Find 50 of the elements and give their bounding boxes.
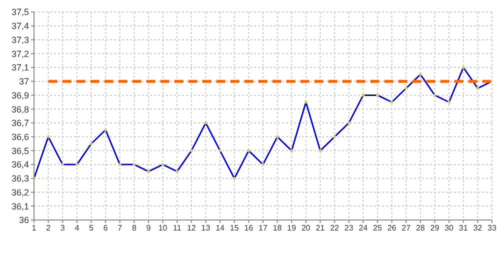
x-tick-label: 9 xyxy=(146,224,152,233)
x-tick-label: 6 xyxy=(103,224,108,233)
x-tick-label: 12 xyxy=(186,224,196,233)
x-tick-label: 15 xyxy=(230,224,240,233)
x-tick-label: 20 xyxy=(301,224,311,233)
x-tick-label: 32 xyxy=(473,224,483,233)
y-tick-label: 36,9 xyxy=(11,90,29,100)
x-tick-label: 28 xyxy=(416,224,426,233)
x-tick-label: 13 xyxy=(201,224,211,233)
x-tick-label: 18 xyxy=(272,224,282,233)
x-tick-label: 24 xyxy=(358,224,368,233)
y-tick-label: 36 xyxy=(18,215,29,226)
x-tick-label: 23 xyxy=(344,224,354,233)
x-tick-label: 27 xyxy=(402,224,412,233)
y-tick-label: 37,4 xyxy=(11,21,29,32)
x-tick-label: 21 xyxy=(316,224,326,233)
y-tick-label: 36,6 xyxy=(11,132,29,142)
x-tick-label: 1 xyxy=(32,224,37,233)
x-tick-label: 16 xyxy=(244,224,254,233)
x-tick-label: 25 xyxy=(373,224,382,233)
x-tick-label: 30 xyxy=(444,224,454,233)
y-tick-label: 36,8 xyxy=(11,104,29,114)
x-tick-label: 14 xyxy=(216,224,226,233)
y-tick-label: 37,5 xyxy=(11,7,29,18)
x-tick-label: 26 xyxy=(387,224,397,233)
x-tick-label: 5 xyxy=(89,224,94,233)
y-tick-label: 37,3 xyxy=(11,34,29,45)
x-tick-label: 11 xyxy=(172,224,182,233)
x-tick-label: 7 xyxy=(118,224,123,233)
y-tick-label: 36,5 xyxy=(11,146,29,156)
y-tick-label: 37,2 xyxy=(11,48,29,59)
x-tick-label: 22 xyxy=(330,224,340,233)
line-series xyxy=(34,66,492,180)
y-tick-label: 36,4 xyxy=(11,160,29,170)
y-tick-label: 36,3 xyxy=(11,174,29,184)
x-tick-label: 17 xyxy=(258,224,268,233)
y-tick-label: 36,7 xyxy=(11,118,29,128)
x-tick-label: 31 xyxy=(458,224,468,233)
y-tick-label: 36,2 xyxy=(11,187,29,198)
x-tick-label: 4 xyxy=(74,224,80,233)
y-tick-label: 36,1 xyxy=(11,201,29,212)
x-tick-label: 3 xyxy=(60,224,66,233)
y-tick-label: 37 xyxy=(18,76,29,87)
y-tick-label: 37,1 xyxy=(11,62,29,73)
x-tick-label: 29 xyxy=(430,224,440,233)
x-tick-label: 8 xyxy=(132,224,137,233)
x-tick-label: 19 xyxy=(287,224,297,233)
x-tick-label: 2 xyxy=(46,224,52,233)
x-tick-label: 33 xyxy=(488,224,497,233)
x-tick-label: 10 xyxy=(158,224,168,233)
